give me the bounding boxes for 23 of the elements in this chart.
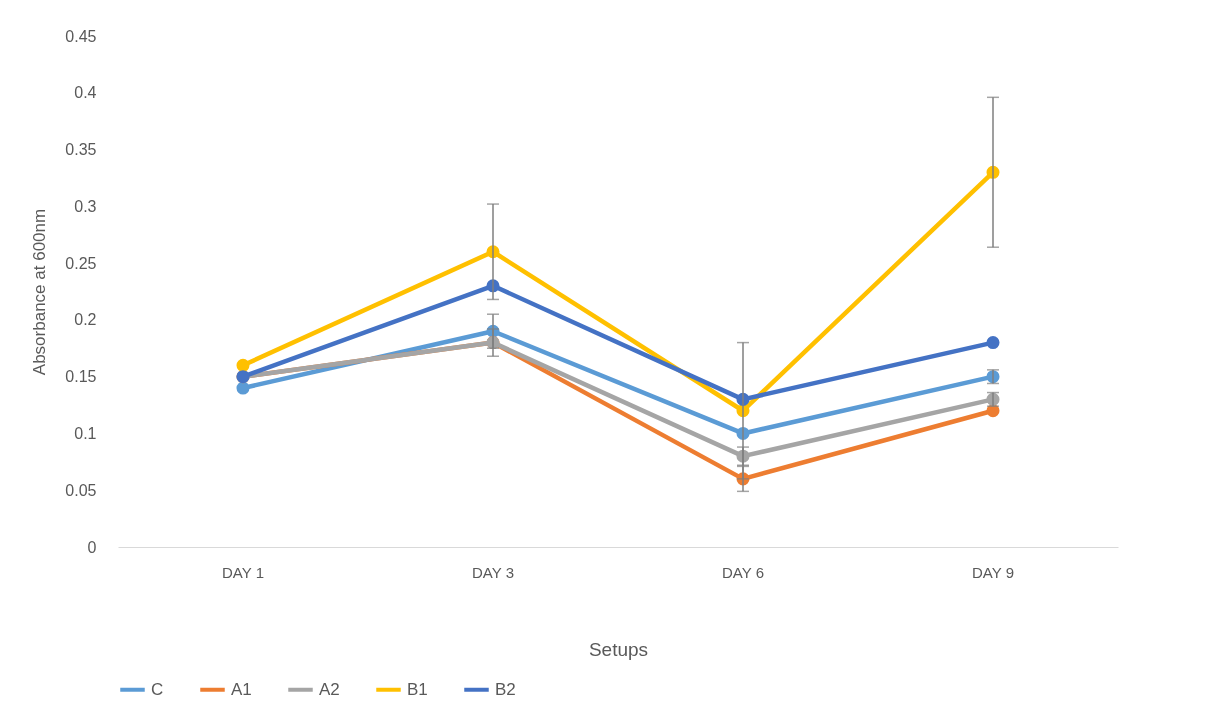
legend-label: B2	[495, 679, 516, 699]
legend-label: C	[151, 679, 164, 699]
x-axis-title: Setups	[588, 638, 649, 660]
y-tick-label: 0.35	[65, 141, 97, 159]
y-tick-label: 0.25	[65, 254, 97, 272]
y-tick-label: 0.3	[74, 197, 97, 215]
point	[236, 358, 250, 372]
x-tick-label: DAY 6	[722, 563, 764, 581]
point	[986, 336, 1000, 350]
legend-label: B1	[407, 679, 428, 699]
y-axis-title: Absorbance at 600nm	[30, 208, 50, 376]
y-tick-label: 0.15	[65, 368, 97, 386]
legend-label: A2	[319, 679, 340, 699]
legend-label: A1	[231, 679, 252, 699]
y-tick-label: 0.4	[74, 84, 97, 102]
x-tick-label: DAY 9	[972, 563, 1014, 581]
y-tick-label: 0.45	[65, 27, 97, 45]
x-tick-label: DAY 1	[222, 563, 264, 581]
y-tick-label: 0.2	[74, 311, 97, 329]
y-tick-label: 0.05	[65, 481, 97, 499]
y-tick-label: 0.1	[74, 424, 97, 442]
x-tick-label: DAY 3	[472, 563, 514, 581]
y-tick-label: 0	[87, 538, 97, 556]
